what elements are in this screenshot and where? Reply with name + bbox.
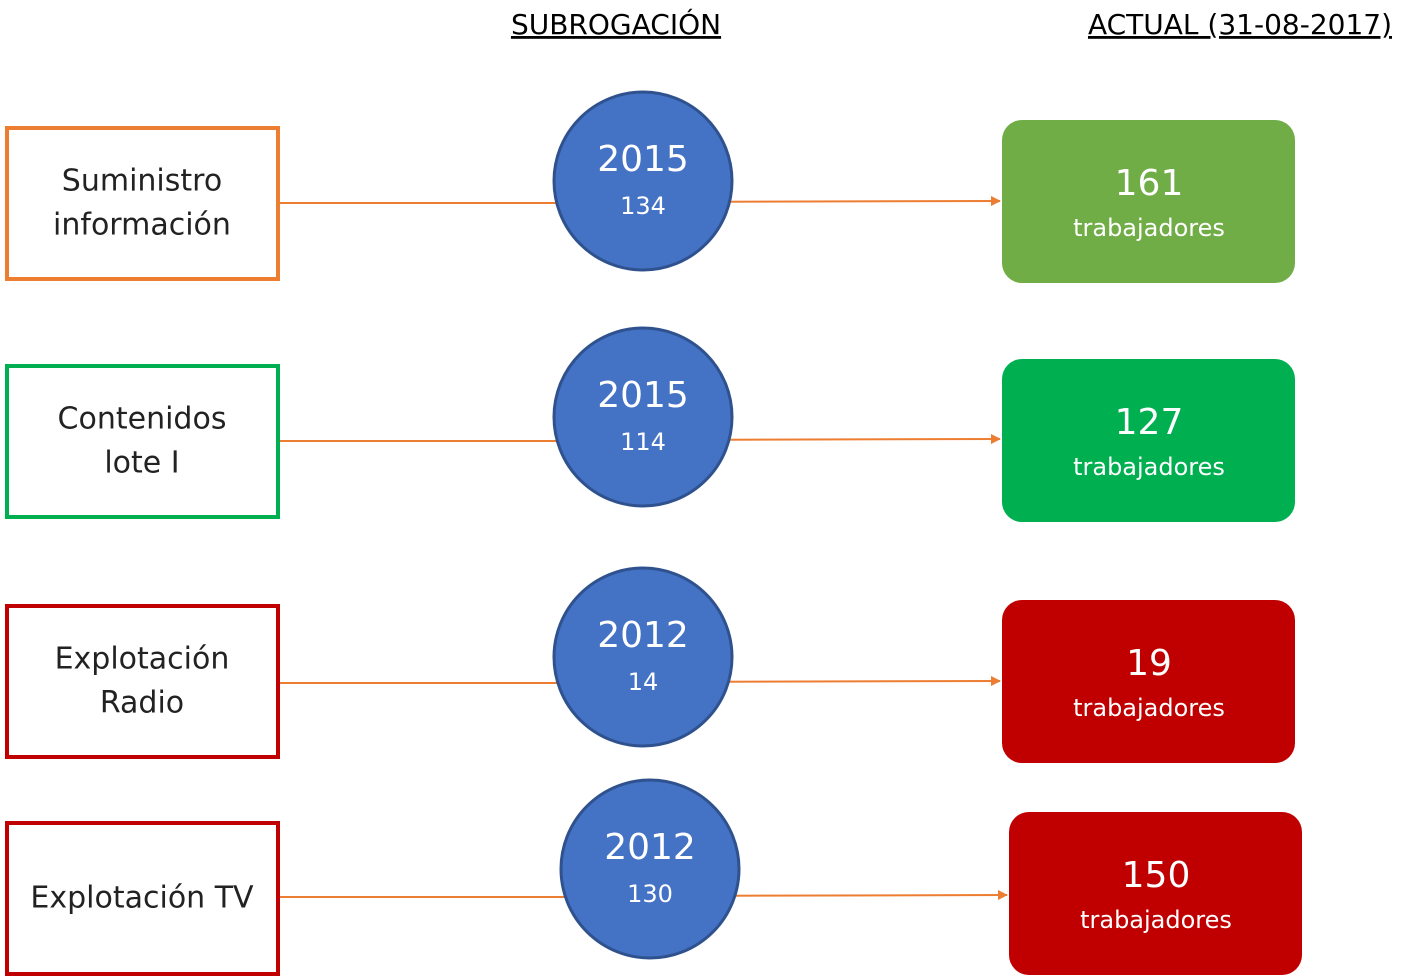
current-box bbox=[1002, 359, 1295, 522]
current-unit: trabajadores bbox=[1073, 214, 1225, 242]
current-unit: trabajadores bbox=[1073, 694, 1225, 722]
category-box bbox=[5, 604, 280, 759]
count: 130 bbox=[627, 880, 673, 908]
year-circle bbox=[559, 778, 741, 960]
count: 14 bbox=[628, 668, 659, 696]
category-label: Radio bbox=[100, 686, 184, 721]
category-label: información bbox=[53, 208, 231, 243]
current-box bbox=[1002, 120, 1295, 283]
year: 2015 bbox=[597, 375, 689, 416]
year: 2015 bbox=[597, 139, 689, 180]
category-box bbox=[5, 364, 280, 519]
category-box bbox=[5, 821, 280, 976]
category-label: Contenidos bbox=[58, 402, 227, 437]
current-value: 19 bbox=[1126, 643, 1172, 684]
category-box bbox=[5, 126, 280, 281]
count: 114 bbox=[620, 428, 666, 456]
current-value: 127 bbox=[1115, 402, 1184, 443]
header-left: SUBROGACIÓN bbox=[511, 7, 721, 41]
year-circle bbox=[552, 90, 734, 272]
count: 134 bbox=[620, 192, 666, 220]
current-box bbox=[1002, 600, 1295, 763]
category-label: Suministro bbox=[62, 164, 222, 199]
year-circle bbox=[552, 566, 734, 748]
header-right: ACTUAL (31-08-2017) bbox=[1088, 8, 1392, 41]
category-label: Explotación TV bbox=[30, 881, 254, 916]
current-box bbox=[1009, 812, 1302, 975]
category-label: lote I bbox=[104, 446, 179, 481]
year-circle bbox=[552, 326, 734, 508]
year: 2012 bbox=[597, 615, 689, 656]
current-unit: trabajadores bbox=[1073, 453, 1225, 481]
current-value: 150 bbox=[1122, 855, 1191, 896]
category-label: Explotación bbox=[55, 642, 230, 677]
current-value: 161 bbox=[1115, 163, 1184, 204]
current-unit: trabajadores bbox=[1080, 906, 1232, 934]
year: 2012 bbox=[604, 827, 696, 868]
